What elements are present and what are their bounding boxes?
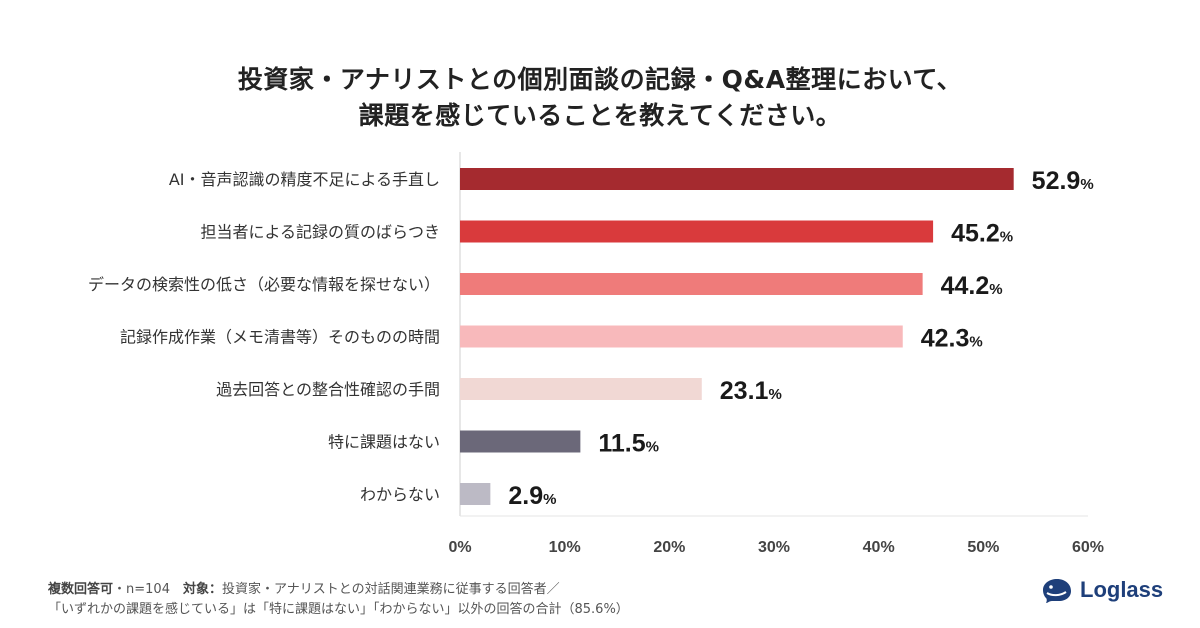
x-tick-label: 20%	[653, 539, 685, 556]
chart-title-line-1: 投資家・アナリストとの個別面談の記録・Q&A整理において、	[237, 65, 963, 94]
footnote-line-1: 複数回答可・n=104 対象：投資家・アナリストとの対話関連業務に従事する回答者…	[48, 578, 560, 597]
category-label: データの検索性の低さ（必要な情報を探せない）	[88, 275, 440, 294]
footnote-target-text: 投資家・アナリストとの対話関連業務に従事する回答者／	[221, 582, 560, 597]
category-label: 特に課題はない	[328, 433, 440, 452]
bar	[460, 273, 923, 295]
footnote-target-label: 対象：	[182, 582, 222, 597]
footnote-line-2: 「いずれかの課題を感じている」は「特に課題はない」「わからない」以外の回答の合計…	[48, 602, 629, 617]
category-label: 担当者による記録の質のばらつき	[200, 223, 440, 242]
data-label: 2.9%	[508, 482, 556, 510]
data-label: 44.2%	[941, 272, 1003, 300]
x-tick-label: 0%	[448, 539, 471, 556]
logo-text: Loglass	[1080, 577, 1164, 602]
bar	[460, 378, 702, 400]
x-tick-label: 10%	[549, 539, 581, 556]
category-label: 記録作成作業（メモ清書等）そのものの時間	[120, 328, 440, 347]
x-tick-label: 30%	[758, 539, 790, 556]
bar	[460, 168, 1014, 190]
loglass-logo: Loglass	[1040, 576, 1163, 604]
category-label: 過去回答との整合性確認の手間	[216, 380, 440, 399]
bar	[460, 430, 581, 453]
x-tick-label: 60%	[1072, 539, 1104, 556]
category-label: AI・音声認識の精度不足による手直し	[169, 170, 440, 189]
data-label: 45.2%	[951, 220, 1013, 248]
whale-logo-icon	[1043, 579, 1071, 603]
category-label: わからない	[360, 485, 440, 504]
data-label: 42.3%	[921, 325, 983, 353]
chart-title-line-2: 課題を感じていることを教えてください。	[358, 101, 842, 130]
data-label: 23.1%	[720, 377, 782, 405]
x-tick-label: 50%	[967, 539, 999, 556]
bar	[460, 220, 934, 243]
bar	[460, 325, 903, 348]
data-label: 11.5%	[598, 430, 659, 458]
footnote-multi-answer: 複数回答可	[48, 582, 114, 597]
footnote-sample-size: ・n=104	[113, 582, 183, 597]
bar	[460, 483, 491, 505]
x-tick-label: 40%	[863, 539, 895, 556]
data-label: 52.9%	[1032, 167, 1094, 195]
